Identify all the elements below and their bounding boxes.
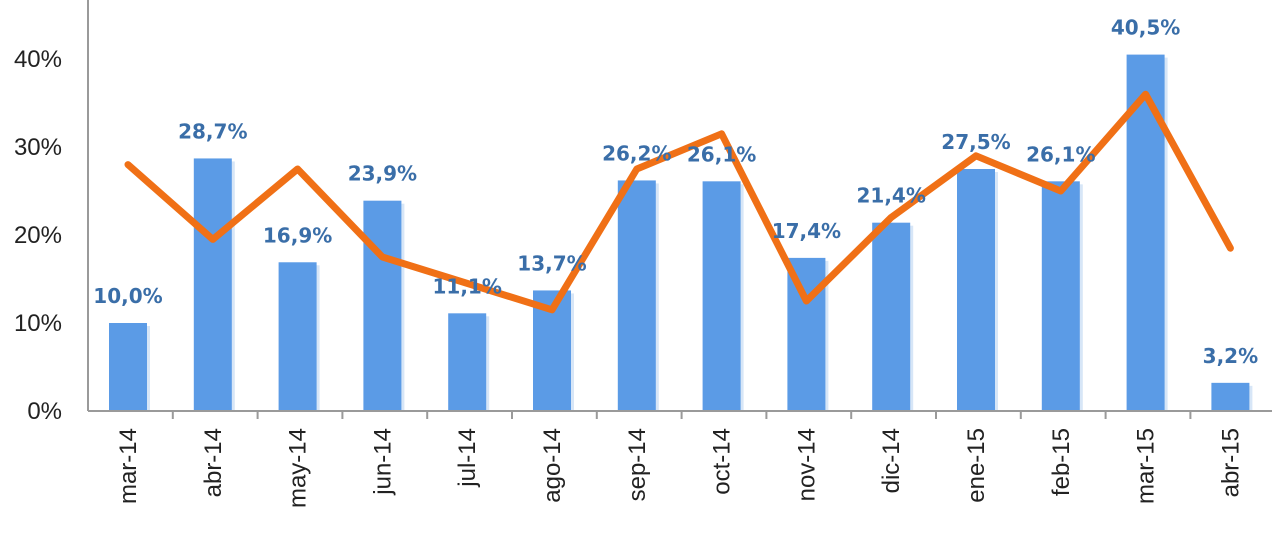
x-tick-label: ene-15 xyxy=(963,428,990,503)
data-label: 26,2% xyxy=(602,141,671,165)
x-tick-label: sep-14 xyxy=(624,428,651,501)
y-tick-label: 10% xyxy=(14,310,62,337)
x-tick-label: abr-15 xyxy=(1217,428,1244,497)
data-label: 27,5% xyxy=(941,130,1010,154)
x-tick-label: jul-14 xyxy=(454,428,481,488)
bar xyxy=(109,323,147,411)
y-tick-label: 30% xyxy=(14,134,62,161)
data-label: 10,0% xyxy=(93,284,162,308)
y-tick-label: 40% xyxy=(14,46,62,73)
x-tick-label: jun-14 xyxy=(369,428,396,496)
data-label: 26,1% xyxy=(1026,142,1095,166)
bar xyxy=(278,262,317,411)
bar xyxy=(1041,181,1080,411)
data-label: 13,7% xyxy=(517,251,586,275)
x-tick-label: abr-14 xyxy=(200,428,227,497)
x-tick-label: mar-14 xyxy=(115,428,142,504)
data-label: 17,4% xyxy=(772,219,841,243)
data-label: 11,1% xyxy=(433,274,502,298)
y-axis-ticks: 0% 10% 20% 30% 40% xyxy=(14,46,62,425)
y-tick-label: 20% xyxy=(14,222,62,249)
y-tick-label: 0% xyxy=(27,398,62,425)
data-label: 40,5% xyxy=(1111,16,1180,40)
data-label: 3,2% xyxy=(1203,344,1258,368)
x-tick-label: nov-14 xyxy=(793,428,820,501)
x-tick-label: oct-14 xyxy=(709,428,736,495)
data-label: 28,7% xyxy=(178,119,247,143)
x-axis-ticks: mar-14 abr-14 may-14 jun-14 jul-14 ago-14 sep-… xyxy=(115,411,1244,508)
x-tick-label: ago-14 xyxy=(539,428,566,503)
line-series xyxy=(124,90,1234,314)
x-tick-label: mar-15 xyxy=(1133,428,1160,504)
x-tick-label: may-14 xyxy=(285,428,312,508)
bar xyxy=(193,158,232,411)
data-label: 23,9% xyxy=(348,162,417,186)
data-label: 21,4% xyxy=(857,184,926,208)
x-tick-label: feb-15 xyxy=(1048,428,1075,496)
data-label: 26,1% xyxy=(687,142,756,166)
bar xyxy=(702,181,741,411)
bar xyxy=(1211,382,1250,411)
bar xyxy=(363,200,402,411)
x-tick-label: dic-14 xyxy=(878,428,905,493)
bar xyxy=(448,313,487,411)
bar xyxy=(617,180,656,411)
bar-series xyxy=(109,54,1253,411)
data-labels: 10,0% 28,7% 16,9% 23,9% 11,1% 13,7% 26,2% 26,1%… xyxy=(93,16,1258,368)
bar xyxy=(957,169,995,411)
bar xyxy=(872,222,911,411)
data-label: 16,9% xyxy=(263,223,332,247)
